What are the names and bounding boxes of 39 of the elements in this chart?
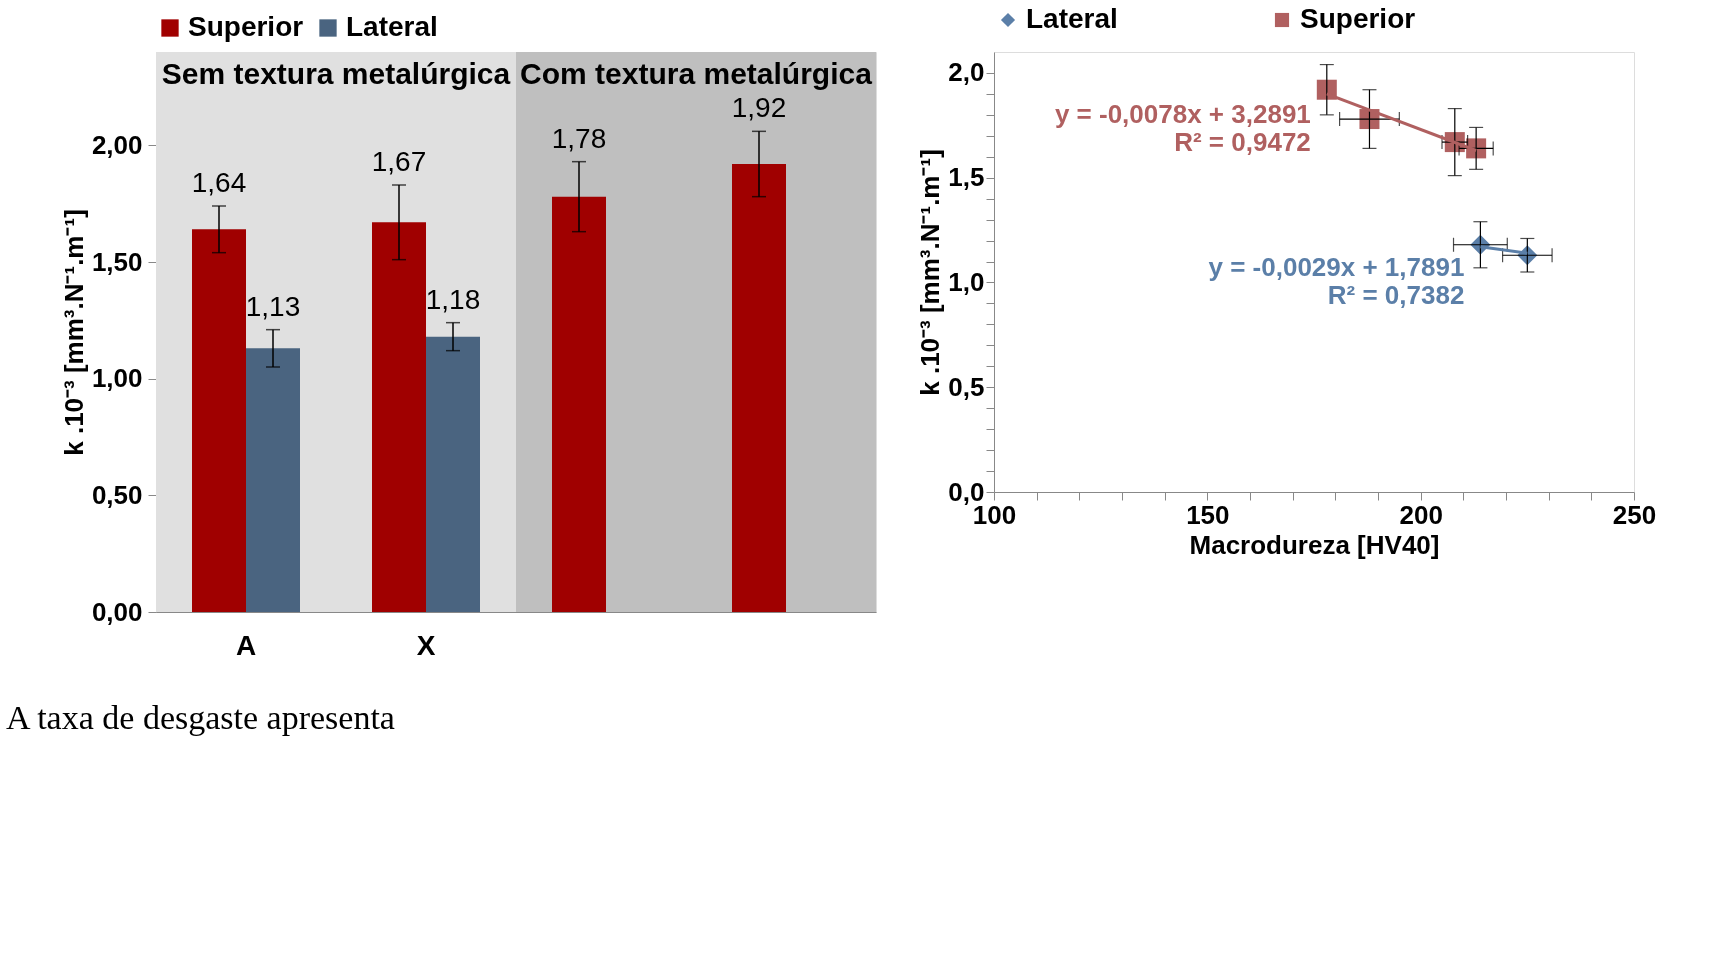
- legend-label: Superior: [188, 11, 304, 42]
- x-tick-label: X: [416, 629, 436, 661]
- y-tick-label: 0,5: [948, 371, 985, 402]
- legend-label: Lateral: [1026, 3, 1118, 34]
- y-tick-label: 2,00: [91, 129, 143, 160]
- x-tick-label: A: [235, 629, 257, 661]
- data-label: 1,18: [425, 283, 481, 315]
- x-tick-label: 200: [1399, 499, 1443, 530]
- y-axis-title: k .10⁻³ [mm³.N⁻¹.m⁻¹]: [915, 149, 946, 396]
- data-label: 1,78: [551, 122, 607, 154]
- data-label: 1,13: [245, 290, 301, 322]
- bar: [732, 164, 786, 612]
- y-tick-label: 1,50: [91, 246, 143, 277]
- annotation: Com textura metalúrgica: [520, 57, 873, 90]
- annotation: Sem textura metalúrgica: [161, 57, 511, 90]
- data-label: 1,64: [191, 167, 247, 198]
- bar: [552, 196, 606, 612]
- bar: [246, 348, 300, 612]
- bar: [372, 222, 426, 612]
- series-label: y = -0,0078x + 3,2891 R² = 0,9472: [1054, 98, 1311, 157]
- y-axis-title: k .10⁻³ [mm³.N⁻¹.m⁻¹]: [58, 209, 89, 456]
- series-label: y = -0,0029x + 1,7891 R² = 0,7382: [1208, 251, 1465, 310]
- y-tick-label: 1,00: [91, 363, 143, 394]
- bar: [426, 336, 480, 612]
- legend-label: Superior: [1300, 3, 1416, 34]
- y-tick-label: 1,5: [948, 162, 985, 193]
- data-label: 1,67: [371, 146, 427, 177]
- y-tick-label: 1,0: [948, 266, 985, 297]
- bar: [192, 229, 246, 612]
- y-tick-label: 2,0: [948, 57, 985, 88]
- x-axis-title: Macrodureza [HV40]: [1189, 529, 1440, 560]
- text: A taxa de desgaste apresenta: [6, 699, 395, 736]
- y-tick-label: 0,50: [91, 479, 143, 510]
- legend-label: Lateral: [346, 11, 438, 42]
- y-tick-label: 0,00: [91, 596, 143, 627]
- x-tick-label: 250: [1612, 499, 1657, 530]
- x-tick-label: 150: [1186, 499, 1230, 530]
- y-tick-label: 0,0: [948, 476, 985, 507]
- data-label: 1,92: [731, 92, 787, 124]
